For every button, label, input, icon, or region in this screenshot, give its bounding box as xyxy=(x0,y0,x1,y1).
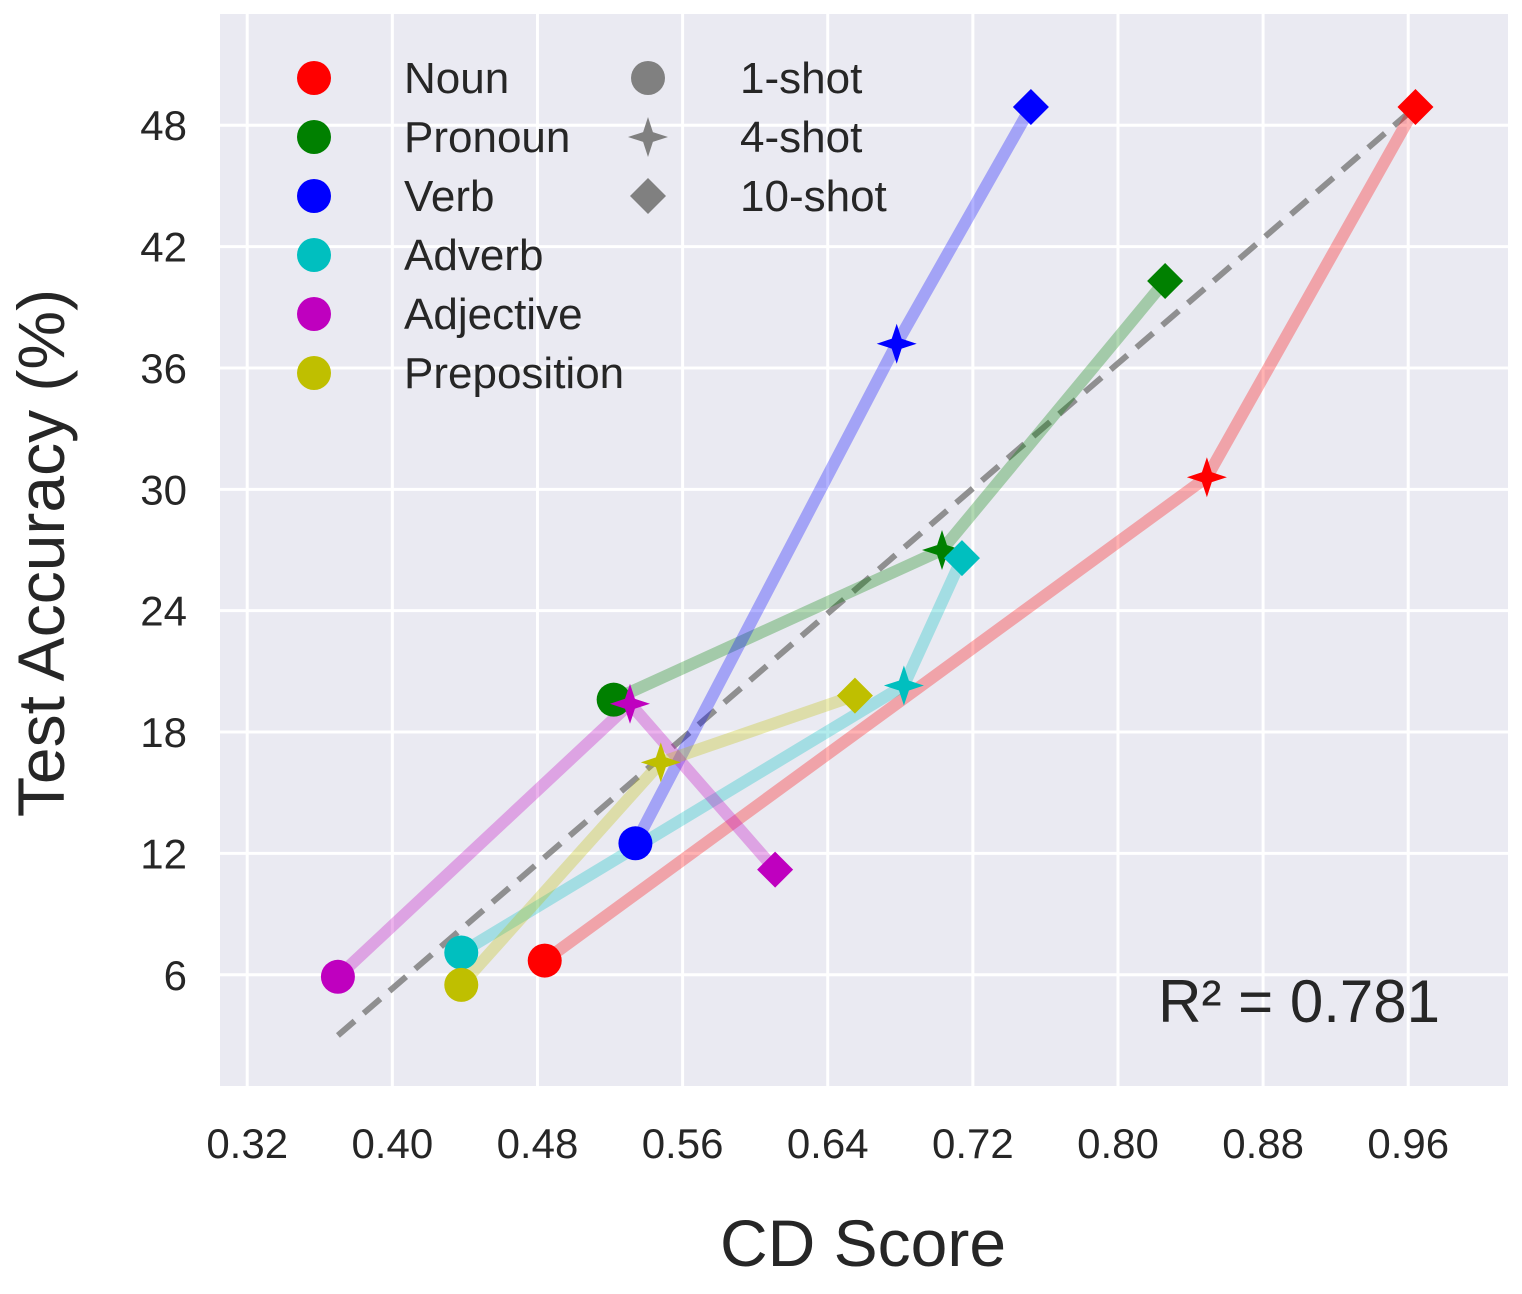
y-tick-label: 36 xyxy=(140,345,187,392)
point-preposition-10-shot xyxy=(836,677,873,714)
x-tick-label: 0.32 xyxy=(206,1120,288,1167)
x-tick-label: 0.80 xyxy=(1077,1120,1159,1167)
x-tick-labels: 0.32 0.40 0.48 0.56 0.64 0.72 0.80 0.88 0.96 xyxy=(206,1120,1449,1167)
legend-marker-10-shot xyxy=(630,178,666,214)
legend-label-10-shot: 10-shot xyxy=(740,172,887,221)
legend-marker-4-shot xyxy=(628,117,668,157)
grid-lines xyxy=(220,14,1508,1086)
legend-marker-preposition xyxy=(297,356,331,390)
legend-label-pronoun: Pronoun xyxy=(404,113,570,162)
x-tick-label: 0.56 xyxy=(642,1120,724,1167)
y-tick-label: 12 xyxy=(140,830,187,877)
legend-marker-1-shot xyxy=(631,61,665,95)
legend-label-noun: Noun xyxy=(404,54,509,103)
point-pronoun-4-shot xyxy=(922,530,962,570)
point-preposition-1-shot xyxy=(444,967,479,1002)
legend-label-4-shot: 4-shot xyxy=(740,113,862,162)
point-adjective-4-shot xyxy=(610,683,650,724)
legend-label-preposition: Preposition xyxy=(404,349,624,398)
x-tick-label: 0.72 xyxy=(932,1120,1014,1167)
legend-label-adjective: Adjective xyxy=(404,290,583,339)
point-pronoun-1-shot xyxy=(596,682,631,717)
y-tick-label: 48 xyxy=(140,102,187,149)
x-tick-label: 0.96 xyxy=(1367,1120,1449,1167)
point-pronoun-10-shot xyxy=(1147,262,1184,299)
point-noun-1-shot xyxy=(527,943,562,978)
legend-marker-pronoun xyxy=(297,120,331,154)
x-axis-title: CD Score xyxy=(720,1206,1006,1280)
legend: Noun Pronoun Verb Adverb Adjective Prepositio… xyxy=(297,54,887,398)
r-squared-annotation: R² = 0.781 xyxy=(1158,968,1440,1035)
plot-background xyxy=(220,14,1508,1086)
legend-marker-adjective xyxy=(297,297,331,331)
point-verb-10-shot xyxy=(1012,89,1049,126)
series-points xyxy=(320,89,1434,1002)
y-tick-label: 18 xyxy=(140,709,187,756)
y-tick-label: 6 xyxy=(164,952,187,999)
legend-label-1-shot: 1-shot xyxy=(740,54,862,103)
point-verb-4-shot xyxy=(876,323,917,364)
y-tick-labels: 6 12 18 24 30 36 42 48 xyxy=(140,102,187,999)
y-tick-label: 42 xyxy=(140,224,187,271)
point-adverb-4-shot xyxy=(883,665,924,706)
y-axis-title: Test Accuracy (%) xyxy=(4,289,78,817)
point-adjective-1-shot xyxy=(320,959,355,994)
point-preposition-4-shot xyxy=(640,742,681,783)
x-tick-label: 0.40 xyxy=(351,1120,433,1167)
legend-marker-noun xyxy=(297,61,331,95)
legend-marker-verb xyxy=(297,179,331,213)
legend-label-adverb: Adverb xyxy=(404,231,543,280)
y-tick-label: 30 xyxy=(140,466,187,513)
legend-label-verb: Verb xyxy=(404,172,495,221)
y-tick-label: 24 xyxy=(140,588,187,635)
point-noun-10-shot xyxy=(1397,89,1434,126)
point-noun-4-shot xyxy=(1186,457,1227,498)
point-adverb-10-shot xyxy=(943,540,980,577)
x-tick-label: 0.64 xyxy=(787,1120,869,1167)
point-adverb-1-shot xyxy=(444,935,479,970)
point-verb-1-shot xyxy=(618,826,653,861)
point-adjective-10-shot xyxy=(757,851,794,888)
x-tick-label: 0.88 xyxy=(1222,1120,1304,1167)
x-tick-label: 0.48 xyxy=(497,1120,579,1167)
legend-marker-adverb xyxy=(297,238,331,272)
